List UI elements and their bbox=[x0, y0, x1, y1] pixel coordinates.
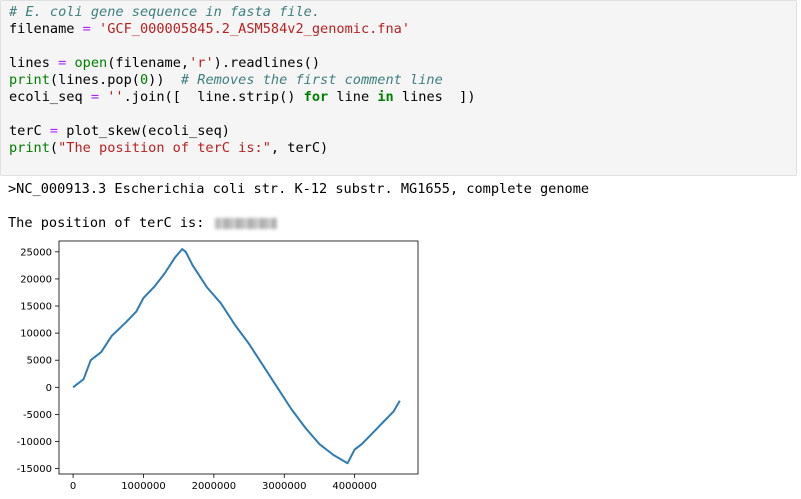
skew-line bbox=[72, 248, 401, 465]
code-line-5: print(lines.pop(0)) # Removes the first … bbox=[9, 72, 443, 88]
code-cell[interactable]: # E. coli gene sequence in fasta file. f… bbox=[0, 0, 797, 176]
y-tick-label: 15000 bbox=[20, 302, 52, 313]
terc-label: The position of terC is: bbox=[8, 215, 205, 231]
y-tick-label: -10000 bbox=[17, 437, 52, 448]
x-tick-label: 4000000 bbox=[332, 481, 377, 492]
y-tick-label: 25000 bbox=[20, 247, 52, 258]
code-line-6: ecoli_seq = ''.join([ line.strip() for l… bbox=[9, 89, 476, 105]
y-tick-label: 5000 bbox=[27, 356, 52, 367]
output-terc-line: The position of terC is: bbox=[8, 215, 277, 232]
skew-plot: 25000 20000 15000 10000 5000 0 -5000 -10000 -150… bbox=[17, 240, 419, 492]
redacted-terc-value bbox=[214, 217, 277, 229]
code-line-1: # E. coli gene sequence in fasta file. bbox=[9, 4, 320, 20]
x-tick-label: 2000000 bbox=[192, 481, 237, 492]
code-editor[interactable]: # E. coli gene sequence in fasta file. f… bbox=[1, 1, 796, 160]
plot-frame bbox=[58, 240, 419, 475]
y-tick-label: 20000 bbox=[20, 274, 52, 285]
code-line-8: terC = plot_skew(ecoli_seq) bbox=[9, 123, 230, 139]
y-tick-label: 0 bbox=[46, 383, 52, 394]
y-tick-label: -5000 bbox=[23, 410, 52, 421]
x-tick-label: 0 bbox=[70, 481, 76, 492]
code-line-4: lines = open(filename,'r').readlines() bbox=[9, 55, 321, 71]
code-line-2: filename = 'GCF_000005845.2_ASM584v2_gen… bbox=[9, 21, 411, 37]
code-line-9: print("The position of terC is:", terC) bbox=[9, 140, 329, 156]
y-tick-label: 10000 bbox=[20, 329, 52, 340]
output-header-line: >NC_000913.3 Escherichia coli str. K-12 … bbox=[8, 181, 590, 197]
y-tick-label: -15000 bbox=[17, 464, 52, 475]
x-tick-label: 3000000 bbox=[262, 481, 307, 492]
x-tick-label: 1000000 bbox=[121, 481, 166, 492]
